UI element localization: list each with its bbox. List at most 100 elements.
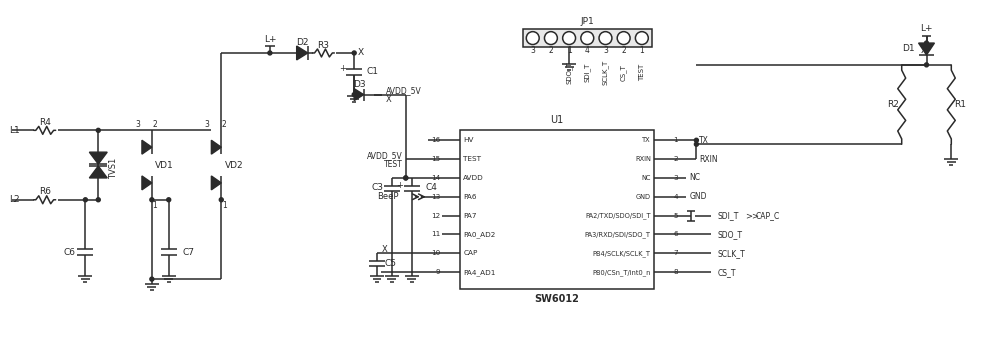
Text: PA4_AD1: PA4_AD1 [463, 269, 496, 276]
Text: BeeP: BeeP [377, 192, 399, 201]
Text: SDO_T: SDO_T [717, 230, 742, 239]
Text: >>: >> [745, 211, 759, 220]
Circle shape [599, 32, 612, 44]
Text: D2: D2 [296, 38, 308, 47]
Text: 4: 4 [674, 194, 678, 200]
Text: PA2/TXD/SDO/SDI_T: PA2/TXD/SDO/SDI_T [585, 212, 651, 219]
Text: TEST: TEST [639, 64, 645, 81]
Text: TX: TX [642, 137, 651, 143]
Text: 14: 14 [431, 175, 440, 181]
Circle shape [635, 32, 648, 44]
Circle shape [150, 277, 154, 281]
Text: AVDD: AVDD [463, 175, 484, 181]
Text: SDI_T: SDI_T [717, 211, 739, 220]
Text: U1: U1 [550, 115, 564, 126]
Text: D1: D1 [902, 44, 915, 53]
Text: SCLK_T: SCLK_T [717, 249, 745, 258]
Text: C5: C5 [385, 259, 397, 268]
Text: 15: 15 [431, 156, 440, 162]
Text: 3: 3 [674, 175, 678, 181]
Text: 16: 16 [431, 137, 440, 143]
Text: CS_T: CS_T [717, 268, 736, 277]
Text: TX: TX [699, 136, 709, 145]
Text: NC: NC [689, 173, 700, 182]
Text: R3: R3 [317, 41, 329, 50]
Circle shape [925, 41, 928, 45]
Text: PA7: PA7 [463, 213, 477, 219]
Text: C6: C6 [64, 248, 76, 257]
Text: SCLK_T: SCLK_T [602, 60, 609, 86]
Text: +: + [396, 181, 403, 190]
Text: 9: 9 [436, 269, 440, 275]
Text: 1: 1 [222, 201, 227, 210]
Circle shape [404, 176, 408, 180]
Circle shape [96, 128, 100, 132]
Text: 2: 2 [152, 120, 157, 129]
Text: JP1: JP1 [580, 17, 594, 26]
Text: SDO_T: SDO_T [566, 62, 572, 84]
Circle shape [694, 138, 698, 142]
Polygon shape [142, 176, 152, 190]
Text: CAP_C: CAP_C [756, 211, 780, 220]
Text: X: X [358, 49, 364, 57]
Text: 3: 3 [603, 47, 608, 55]
Text: VD2: VD2 [225, 160, 243, 170]
Text: R6: R6 [39, 187, 51, 196]
Text: 2: 2 [621, 47, 626, 55]
Text: 2: 2 [222, 120, 227, 129]
Text: 13: 13 [431, 194, 440, 200]
Text: R2: R2 [887, 100, 899, 109]
Polygon shape [211, 140, 221, 154]
Circle shape [96, 198, 100, 202]
Text: C1: C1 [366, 67, 378, 76]
Text: 1: 1 [639, 47, 644, 55]
Circle shape [544, 32, 557, 44]
Circle shape [404, 176, 408, 180]
Circle shape [83, 198, 87, 202]
Text: PB4/SCLK/SCLK_T: PB4/SCLK/SCLK_T [593, 250, 651, 257]
Text: RXIN: RXIN [635, 156, 651, 162]
Text: 4: 4 [585, 47, 590, 55]
Text: 5: 5 [674, 213, 678, 219]
Circle shape [268, 51, 272, 55]
Text: 10: 10 [431, 250, 440, 256]
Text: D3: D3 [353, 80, 365, 89]
Text: L1: L1 [9, 126, 20, 135]
Text: 7: 7 [674, 250, 678, 256]
Circle shape [219, 198, 223, 202]
Text: X: X [382, 245, 388, 254]
Text: +: + [339, 64, 346, 73]
Text: TEST: TEST [463, 156, 481, 162]
Circle shape [925, 63, 928, 67]
Text: X: X [920, 47, 927, 55]
Text: C3: C3 [372, 183, 384, 192]
Text: CS_T: CS_T [620, 64, 627, 81]
Bar [523, 29, 652, 47]
Text: R1: R1 [954, 100, 966, 109]
Circle shape [617, 32, 630, 44]
Text: 11: 11 [431, 232, 440, 237]
Text: 3: 3 [204, 120, 209, 129]
Text: 2: 2 [549, 47, 553, 55]
Text: 3: 3 [136, 120, 140, 129]
Text: 1: 1 [567, 47, 571, 55]
Text: TVS1: TVS1 [109, 157, 118, 179]
Text: PB0/CSn_T/int0_n: PB0/CSn_T/int0_n [592, 269, 651, 276]
Text: R4: R4 [39, 118, 51, 127]
Text: SDI_T: SDI_T [584, 63, 591, 82]
Text: C4: C4 [426, 183, 437, 192]
Polygon shape [142, 140, 152, 154]
Circle shape [694, 142, 698, 146]
Text: 3: 3 [530, 47, 535, 55]
Circle shape [581, 32, 594, 44]
Text: SW6012: SW6012 [535, 294, 579, 304]
Polygon shape [211, 176, 221, 190]
Text: 6: 6 [674, 232, 678, 237]
Text: X: X [386, 95, 391, 104]
Text: GND: GND [689, 192, 707, 201]
Circle shape [526, 32, 539, 44]
Polygon shape [89, 152, 107, 164]
Text: 8: 8 [674, 269, 678, 275]
Text: GND: GND [636, 194, 651, 200]
Text: L+: L+ [264, 35, 276, 43]
